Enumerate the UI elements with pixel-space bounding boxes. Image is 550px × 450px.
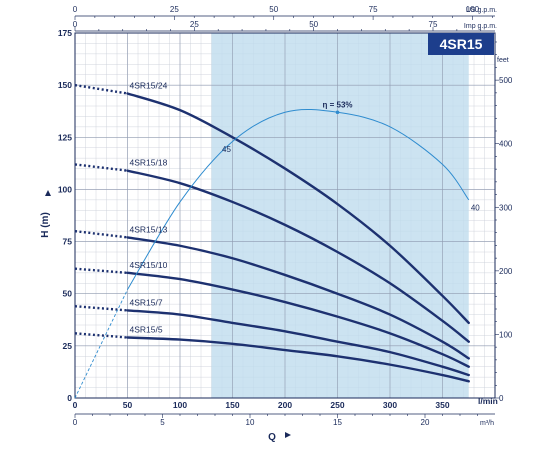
x-axis-arrow-icon	[285, 432, 291, 438]
x-tick-label: 200	[278, 400, 292, 410]
top-us-tick-label: 75	[369, 5, 378, 14]
right-tick-label: 100	[499, 330, 513, 339]
efficiency-peak-marker	[335, 110, 340, 115]
pump-curve-dashed-segment	[74, 83, 128, 95]
efficiency-curve	[127, 108, 470, 290]
y-tick-label: 125	[58, 132, 72, 142]
y-axis-title: H (m)	[40, 212, 51, 238]
right-tick-label: 300	[499, 203, 513, 212]
pump-curve-dashed-segment	[74, 163, 128, 172]
x-tick-label: 350	[435, 400, 449, 410]
right-tick-label: 0	[499, 394, 504, 403]
y-axis-arrow-icon	[45, 190, 51, 196]
y-tick-label: 25	[63, 341, 73, 351]
top-imp-tick-label: 75	[429, 20, 438, 29]
curves	[74, 83, 470, 399]
top-us-tick-label: 50	[269, 5, 278, 14]
bottom-m3h-tick-label: 0	[73, 418, 78, 427]
top-us-tick-label: 100	[466, 5, 480, 14]
x-tick-label: 250	[330, 400, 344, 410]
top-imp-label: Imp g.p.m.	[464, 23, 497, 30]
plot-frame	[74, 32, 496, 399]
bottom-m3h-label: m³/h	[480, 420, 494, 427]
pump-curve-dashed-segment	[74, 229, 128, 239]
pump-curve-4sr15-18	[126, 169, 470, 343]
series-label: 4SR15/7	[130, 297, 163, 307]
series-label: 4SR15/10	[130, 260, 168, 270]
bottom-m3h-tick-label: 5	[160, 418, 165, 427]
x-axis-title: Q	[268, 432, 276, 443]
top-us-label: US g.p.m.	[466, 7, 497, 14]
pump-curve-4sr15-5	[126, 336, 470, 383]
pump-curve-dashed-segment	[74, 267, 128, 275]
right-tick-label: 500	[499, 76, 513, 85]
operating-range-band	[211, 33, 469, 398]
x-tick-label: 100	[173, 400, 187, 410]
top-imp-tick-label: 50	[309, 20, 318, 29]
labels: 4SR15/24 4SR15/18 4SR15/13 4SR15/10 4SR15/7 4…	[130, 80, 481, 334]
right-axis-label: feet	[497, 57, 509, 64]
pump-curve-dashed-segment	[74, 305, 128, 312]
chart-title: 4SR15	[440, 36, 483, 52]
right-tick-label: 200	[499, 267, 513, 276]
y-tick-label: 0	[67, 393, 72, 403]
top-us-tick-label: 0	[73, 5, 78, 14]
y-tick-label: 150	[58, 80, 72, 90]
x-tick-label: 0	[73, 400, 78, 410]
pump-curve-4sr15-13	[126, 236, 470, 360]
efficiency-curve-dashed	[74, 289, 128, 399]
series-label: 4SR15/18	[130, 158, 168, 168]
series-label: 4SR15/24	[130, 80, 168, 90]
x-unit-label: l/min	[478, 396, 498, 406]
y-tick-label: 175	[58, 28, 72, 38]
top-imp-tick-label: 0	[73, 20, 78, 29]
bottom-m3h-tick-label: 15	[333, 418, 342, 427]
top-imp-tick-label: 25	[190, 20, 199, 29]
efficiency-point-label: 40	[471, 203, 480, 212]
efficiency-point-label: 45	[222, 145, 231, 154]
right-tick-label: 400	[499, 140, 513, 149]
efficiency-peak-label: η = 53%	[322, 100, 352, 109]
y-tick-label: 100	[58, 184, 72, 194]
bottom-m3h-tick-label: 20	[421, 418, 430, 427]
x-tick-label: 300	[383, 400, 397, 410]
x-tick-label: 150	[225, 400, 239, 410]
pump-curve-4sr15-24	[126, 92, 470, 325]
pump-curve-4sr15-7	[126, 309, 470, 377]
x-tick-label: 50	[123, 400, 133, 410]
bottom-m3h-tick-label: 10	[246, 418, 255, 427]
series-label: 4SR15/5	[130, 325, 163, 335]
series-label: 4SR15/13	[130, 224, 168, 234]
top-us-tick-label: 25	[170, 5, 179, 14]
y-tick-label: 50	[63, 289, 73, 299]
pump-curve-4sr15-10	[126, 271, 470, 368]
model-badge	[428, 33, 494, 55]
y-tick-label: 75	[63, 237, 73, 247]
